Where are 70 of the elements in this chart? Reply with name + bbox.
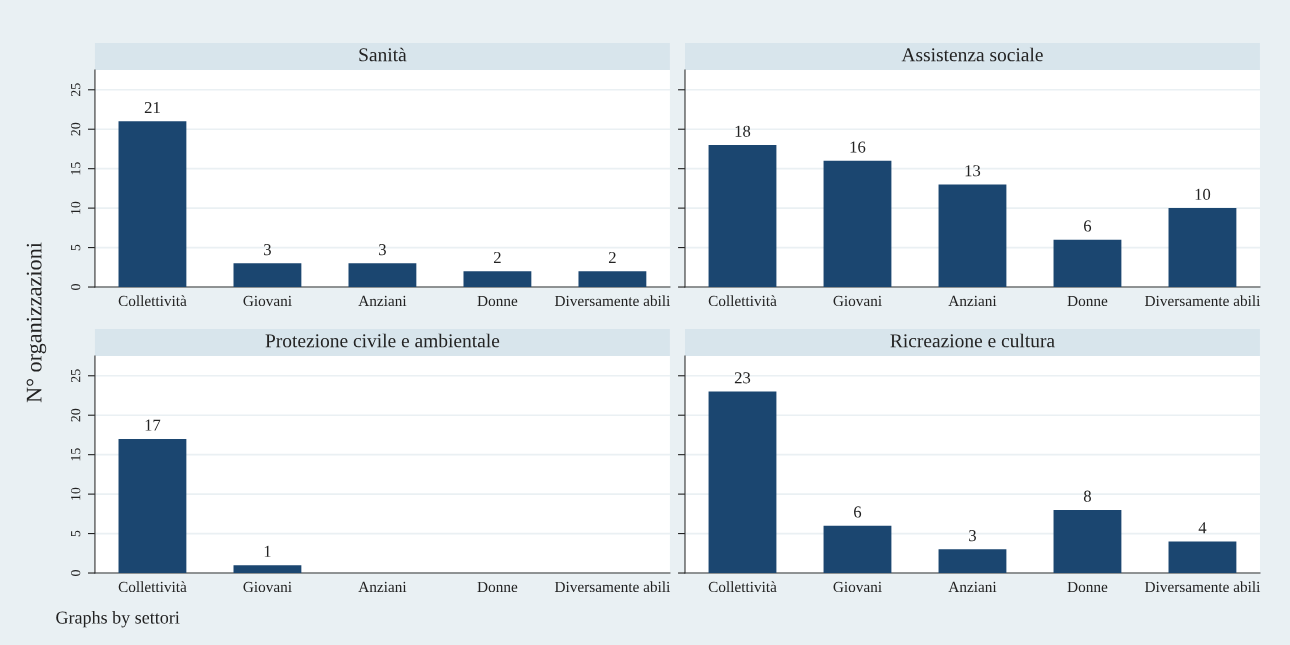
data-label: 4 bbox=[1198, 522, 1207, 534]
data-label: 23 bbox=[734, 372, 751, 384]
x-tick-label: Collettività bbox=[118, 295, 187, 307]
y-tick-label: 15 bbox=[71, 448, 81, 461]
y-tick-label: 20 bbox=[70, 408, 81, 422]
bar bbox=[1053, 509, 1122, 574]
y-tick-label: 0 bbox=[70, 570, 81, 576]
y-tick-label: 15 bbox=[71, 162, 81, 175]
x-tick-label: Collettività bbox=[118, 581, 187, 593]
x-tick-label: Anziani bbox=[358, 295, 407, 307]
chart-title: Protezione civile e ambientale bbox=[265, 333, 500, 348]
x-tick-label: Donne bbox=[477, 581, 518, 593]
x-tick-label: Diversamente abili bbox=[1144, 581, 1261, 593]
x-tick-label: Giovani bbox=[243, 295, 292, 307]
x-tick-label: Donne bbox=[1067, 581, 1108, 593]
bar bbox=[463, 271, 532, 288]
bar bbox=[1168, 208, 1237, 288]
bar bbox=[578, 271, 647, 288]
data-label: 8 bbox=[1083, 490, 1091, 502]
data-label: 21 bbox=[144, 102, 160, 114]
bar bbox=[708, 145, 777, 288]
x-tick-label: Anziani bbox=[948, 581, 997, 593]
bar bbox=[708, 391, 777, 574]
y-tick-label: 25 bbox=[70, 369, 81, 383]
x-tick-label: Giovani bbox=[833, 581, 882, 593]
data-label: 3 bbox=[969, 530, 976, 542]
x-tick-label: Collettività bbox=[708, 581, 777, 593]
chart-title: Assistenza sociale bbox=[901, 47, 1043, 62]
y-tick-label: 20 bbox=[70, 122, 81, 136]
bar bbox=[938, 184, 1007, 288]
data-label: 2 bbox=[608, 251, 616, 263]
x-tick-label: Collettività bbox=[708, 295, 777, 307]
bar bbox=[233, 263, 302, 288]
data-label: 13 bbox=[965, 165, 981, 177]
y-axis-title: N° organizzazioni bbox=[26, 242, 47, 403]
data-label: 3 bbox=[379, 244, 386, 256]
y-tick-label: 25 bbox=[70, 83, 81, 97]
data-label: 6 bbox=[854, 506, 862, 518]
y-tick-label: 0 bbox=[70, 284, 81, 290]
x-tick-label: Diversamente abili bbox=[554, 295, 671, 307]
x-tick-label: Anziani bbox=[358, 581, 407, 593]
bar bbox=[823, 160, 892, 288]
y-tick-label: 10 bbox=[70, 487, 81, 500]
text: Graphs by settori bbox=[56, 610, 180, 628]
chart-title: Sanità bbox=[359, 47, 407, 62]
bar bbox=[823, 525, 892, 574]
data-label: 1 bbox=[264, 545, 271, 557]
y-tick-label: 5 bbox=[71, 530, 81, 537]
data-label: 17 bbox=[145, 419, 161, 431]
data-label: 16 bbox=[850, 141, 866, 153]
data-label: 3 bbox=[264, 244, 271, 256]
bar bbox=[348, 263, 417, 288]
bar bbox=[938, 549, 1007, 574]
x-tick-label: Anziani bbox=[948, 295, 997, 307]
chart-title: Ricreazione e cultura bbox=[890, 333, 1055, 348]
x-tick-label: Donne bbox=[1067, 295, 1108, 307]
bar bbox=[1053, 239, 1122, 288]
x-tick-label: Diversamente abili bbox=[1144, 295, 1261, 307]
data-label: 2 bbox=[493, 251, 501, 263]
x-tick-label: Donne bbox=[477, 295, 518, 307]
data-label: 18 bbox=[735, 125, 751, 137]
data-label: 6 bbox=[1084, 220, 1092, 232]
x-tick-label: Giovani bbox=[833, 295, 882, 307]
y-tick-label: 5 bbox=[71, 244, 81, 251]
bar bbox=[118, 121, 187, 288]
x-tick-label: Giovani bbox=[243, 581, 292, 593]
bar bbox=[1168, 541, 1237, 574]
y-tick-label: 10 bbox=[70, 201, 81, 214]
data-label: 10 bbox=[1195, 188, 1211, 200]
x-tick-label: Diversamente abili bbox=[554, 581, 671, 593]
